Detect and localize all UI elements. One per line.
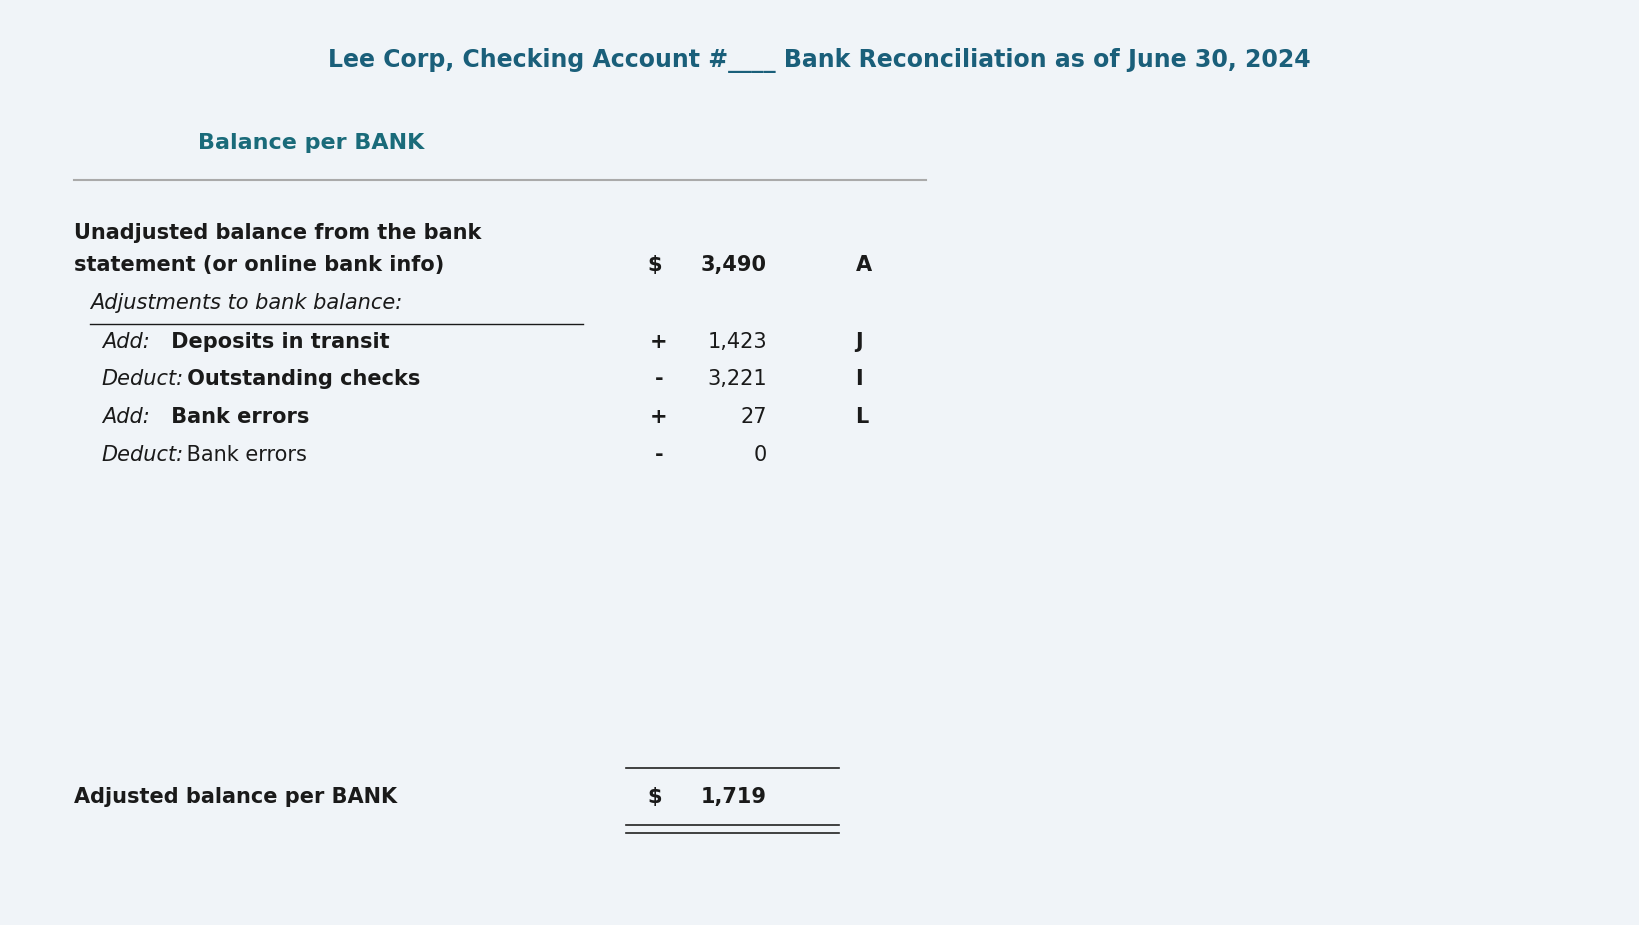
Text: A: A xyxy=(856,255,872,276)
Text: 27: 27 xyxy=(741,407,767,427)
Text: 0: 0 xyxy=(754,445,767,465)
Text: Deduct:: Deduct: xyxy=(102,369,184,389)
Text: -: - xyxy=(654,445,664,465)
Text: -: - xyxy=(654,369,664,389)
Text: $: $ xyxy=(647,787,662,808)
Text: Unadjusted balance from the bank: Unadjusted balance from the bank xyxy=(74,223,482,243)
Text: statement (or online bank info): statement (or online bank info) xyxy=(74,255,444,276)
Text: 3,221: 3,221 xyxy=(708,369,767,389)
Text: +: + xyxy=(651,407,667,427)
Text: +: + xyxy=(651,332,667,352)
Text: 1,719: 1,719 xyxy=(701,787,767,808)
Text: Deposits in transit: Deposits in transit xyxy=(164,332,390,352)
Text: L: L xyxy=(856,407,869,427)
Text: I: I xyxy=(856,369,864,389)
Text: Bank errors: Bank errors xyxy=(180,445,306,465)
Text: J: J xyxy=(856,332,864,352)
Text: $: $ xyxy=(647,255,662,276)
Text: Lee Corp, Checking Account #____ Bank Reconciliation as of June 30, 2024: Lee Corp, Checking Account #____ Bank Re… xyxy=(328,47,1311,73)
Text: Balance per BANK: Balance per BANK xyxy=(198,133,425,154)
Text: 3,490: 3,490 xyxy=(701,255,767,276)
Text: Add:: Add: xyxy=(102,407,149,427)
Text: Add:: Add: xyxy=(102,332,149,352)
Text: Deduct:: Deduct: xyxy=(102,445,184,465)
Text: 1,423: 1,423 xyxy=(708,332,767,352)
Text: Adjusted balance per BANK: Adjusted balance per BANK xyxy=(74,787,397,808)
Text: Outstanding checks: Outstanding checks xyxy=(180,369,421,389)
Text: Bank errors: Bank errors xyxy=(164,407,310,427)
Text: Adjustments to bank balance:: Adjustments to bank balance: xyxy=(90,293,403,314)
